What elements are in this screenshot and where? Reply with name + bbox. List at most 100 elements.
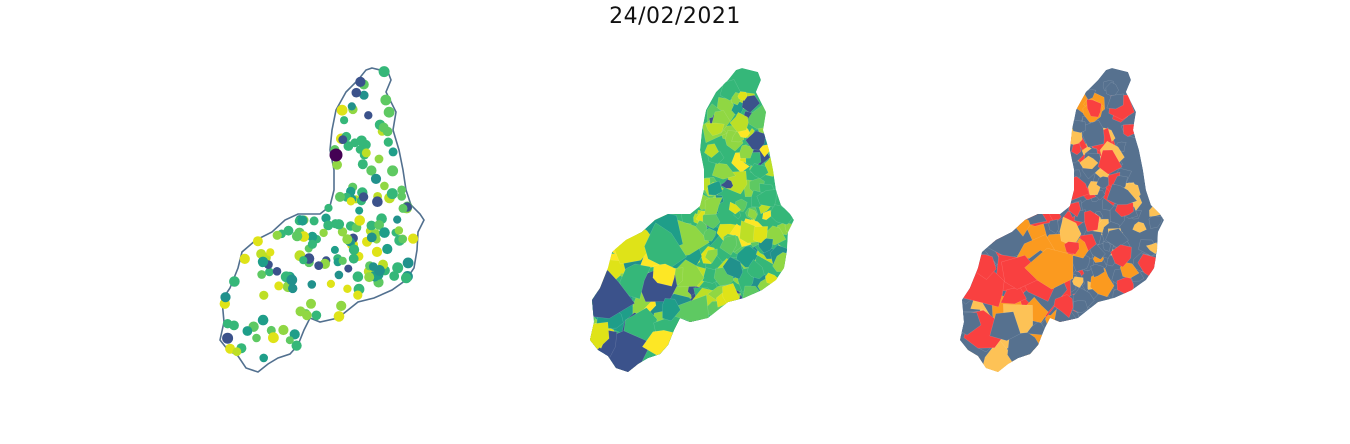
municipality-point [380,181,389,191]
municipality-point [229,320,239,331]
municipality-polygon [707,180,723,196]
municipality-point [314,261,324,270]
municipality-point [265,267,274,277]
municipality-point [352,271,364,283]
municipality-polygon [749,163,769,179]
municipality-polygon [704,248,718,264]
municipality-point [229,276,240,287]
municipality-point [398,234,407,244]
municipality-point [286,274,298,286]
municipality-point [366,165,377,176]
municipality-polygon [1048,219,1059,234]
municipality-polygon [753,226,769,244]
municipality-point [402,257,414,269]
municipality-point [297,215,308,226]
municipality-polygon [662,298,681,322]
municipality-polygon [1119,261,1140,279]
municipality-point [257,314,269,326]
municipality-point [335,191,345,202]
municipality-polygon [1064,241,1080,255]
municipality-point [388,147,398,157]
municipality-polygon [720,178,734,189]
municipality-point [268,332,279,344]
municipality-point [288,283,298,294]
figure-title: 24/02/2021 [609,4,741,29]
municipality-point [346,197,356,206]
municipality-point [324,203,333,213]
municipality-polygon [1053,294,1074,319]
municipality-polygon [1070,119,1086,133]
municipality-point [348,253,359,264]
municipality-point [357,159,368,170]
municipality-point [278,324,289,336]
municipality-point [343,141,354,151]
municipality-polygon [719,234,737,256]
municipality-polygon [1102,240,1111,252]
municipality-polygon [703,227,717,242]
municipality-point [291,230,303,242]
municipality-point [359,90,369,100]
municipality-polygon [619,263,651,300]
municipality-point [323,220,334,231]
municipality-point [397,192,407,201]
municipality-polygon [1083,210,1100,232]
municipality-point [333,311,345,322]
municipality-polygon [704,197,723,216]
municipality-point [266,248,275,257]
municipality-point [366,232,377,243]
municipality-point [340,116,349,125]
municipality-point [232,347,242,357]
municipality-polygon [1007,332,1048,367]
municipality-point [354,215,366,226]
municipality-polygon [989,311,1021,341]
municipality-point [321,213,331,223]
municipality-point [368,262,378,271]
municipality-point [393,215,402,224]
municipality-point [309,216,319,226]
municipality-polygon [704,143,719,159]
municipality-point [353,290,363,300]
municipality-point [259,353,269,363]
municipality-point [338,135,348,145]
municipality-point [397,185,407,195]
municipality-point [295,306,306,317]
municipality-point [257,270,267,279]
municipality-polygon [1106,183,1138,205]
municipality-point [319,228,328,238]
municipality-polygon [1097,149,1123,175]
municipality-point [285,336,294,345]
municipality-polygon [711,162,736,180]
municipality-point [374,154,384,164]
municipality-point [338,256,347,265]
municipality-point [289,329,300,340]
municipality-point [252,333,261,343]
municipality-point [383,137,393,147]
municipality-point [252,236,263,247]
municipality-point [343,284,352,293]
municipality-point [332,159,342,170]
municipality-point [408,233,419,244]
municipality-point [386,188,398,200]
municipality-polygon [737,91,748,102]
municipality-point [364,272,375,283]
municipality-point [239,253,250,264]
municipality-polygon [1110,244,1132,268]
municipality-polygon [728,201,742,215]
municipality-point [379,227,390,238]
municipality-point [342,234,353,245]
municipality-polygon [722,256,743,280]
municipality-point [392,262,404,274]
municipality-point [378,66,390,78]
municipality-point [274,281,284,291]
municipality-polygon [1086,99,1102,118]
municipality-point [307,231,318,242]
municipality-point [299,256,308,265]
municipality-polygon [1132,221,1147,233]
municipality-point [382,243,393,255]
municipality-point [366,220,377,231]
municipality-polygon [1071,142,1082,156]
municipality-polygon [1090,264,1105,278]
municipality-point [272,230,282,240]
municipality-point [330,245,339,254]
